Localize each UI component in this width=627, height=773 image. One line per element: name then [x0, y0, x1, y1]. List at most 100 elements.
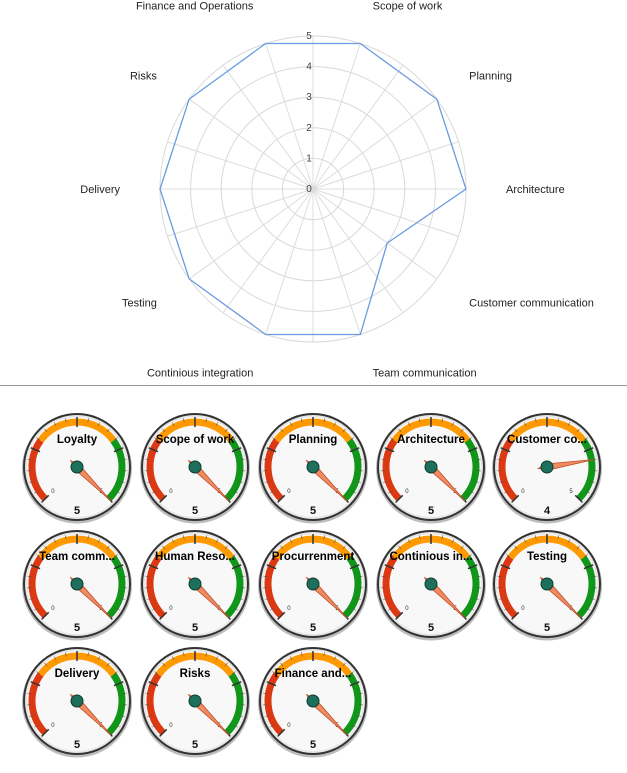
gauge-band — [460, 555, 480, 619]
gauge-minor-tick — [215, 656, 218, 661]
gauge-title: Human Reso... — [155, 551, 235, 563]
gauge-minor-tick — [240, 575, 245, 578]
gauge-minor-tick — [232, 437, 236, 441]
radar-tick-label: 1 — [306, 153, 312, 164]
gauge-minor-tick — [65, 535, 67, 540]
gauge-minor-tick — [172, 539, 175, 544]
gauge-minor-tick — [460, 428, 464, 433]
gauge-band — [342, 438, 362, 502]
gauge-minor-tick — [265, 597, 270, 600]
gauge-minor-tick — [183, 652, 185, 657]
gauge-minor-tick — [162, 545, 166, 550]
gauge-minor-tick — [65, 418, 67, 423]
gauge-major-tick — [148, 447, 159, 453]
gauge-minor-tick — [65, 652, 67, 657]
gauge-minor-tick — [154, 671, 158, 675]
gauge-minor-tick — [323, 418, 325, 423]
gauge-minor-tick — [44, 545, 48, 550]
radar-series-line — [159, 42, 467, 336]
gauge-minor-tick — [270, 724, 274, 728]
radar-grid-spoke — [312, 188, 361, 335]
gauge-band — [264, 438, 284, 502]
gauge-minor-tick — [290, 656, 293, 661]
gauge-minor-tick — [270, 490, 274, 494]
gauge-minor-tick — [352, 490, 356, 494]
gauge-minor-tick — [27, 458, 32, 461]
gauge-hub — [306, 460, 320, 474]
gauge-band — [460, 438, 480, 502]
gauge-minor-tick — [290, 539, 293, 544]
gauge-minor-tick — [240, 458, 245, 461]
gauge-major-tick — [148, 564, 159, 570]
gauge-major-tick — [395, 494, 404, 503]
gauge-minor-tick — [398, 545, 402, 550]
gauge-minor-tick — [162, 428, 166, 433]
gauge-major-tick — [30, 564, 41, 570]
gauge-title: Team comm... — [39, 551, 115, 563]
gauge-minor-tick — [419, 418, 421, 423]
gauge-major-tick — [349, 681, 360, 687]
gauge-minor-tick — [234, 724, 238, 728]
gauge-minor-tick — [584, 554, 588, 558]
gauge-major-tick — [159, 494, 168, 503]
radar-grid-spoke — [188, 188, 314, 280]
radar-grid-spoke — [312, 188, 459, 237]
gauge-minor-tick — [27, 575, 32, 578]
radar-axis-label: Planning — [469, 71, 512, 83]
gauge-minor-tick — [356, 480, 361, 483]
gauge-major-tick — [511, 494, 520, 503]
gauge-minor-tick — [352, 724, 356, 728]
gauge-minor-tick — [116, 607, 120, 611]
gauge-minor-tick — [381, 575, 386, 578]
gauge-hub — [424, 460, 438, 474]
gauge-minor-tick — [468, 554, 472, 558]
gauge-minor-tick — [147, 480, 152, 483]
gauge-minor-tick — [116, 490, 120, 494]
gauge-minor-tick — [114, 554, 118, 558]
gauge-minor-tick — [499, 597, 504, 600]
radar-grid-spoke — [222, 188, 314, 314]
gauge-minor-tick — [470, 607, 474, 611]
gauge-minor-tick — [474, 597, 479, 600]
gauge-minor-tick — [584, 437, 588, 441]
gauge-major-tick — [384, 447, 395, 453]
gauge-band — [576, 555, 596, 619]
gauge-major-tick — [159, 728, 168, 737]
gauge: 05Loyalty5 — [22, 413, 132, 524]
gauge-minor-tick — [342, 545, 346, 550]
gauge-minor-tick — [451, 422, 454, 427]
gauge-minor-tick — [152, 490, 156, 494]
gauge-min-label: 0 — [405, 606, 409, 612]
gauge-minor-tick — [34, 490, 38, 494]
gauge-minor-tick — [350, 671, 354, 675]
radar-axis-label: Testing — [122, 297, 157, 309]
gauge-minor-tick — [476, 575, 481, 578]
gauge-major-tick — [113, 681, 124, 687]
gauge-minor-tick — [205, 418, 207, 423]
gauge-minor-tick — [383, 480, 388, 483]
gauge-hub — [188, 577, 202, 591]
gauge-minor-tick — [576, 545, 580, 550]
gauge-minor-tick — [97, 656, 100, 661]
gauge-minor-tick — [441, 535, 443, 540]
gauge-minor-tick — [147, 714, 152, 717]
gauge-minor-tick — [506, 554, 510, 558]
gauge-minor-tick — [342, 428, 346, 433]
gauge-major-tick — [467, 564, 478, 570]
radar-tick-label: 5 — [306, 31, 312, 42]
radar-grid-spoke — [312, 188, 404, 314]
gauge-minor-tick — [342, 662, 346, 667]
gauge-minor-tick — [398, 428, 402, 433]
gauge-minor-tick — [333, 422, 336, 427]
gauge-band — [106, 555, 126, 619]
gauge-minor-tick — [54, 656, 57, 661]
gauge-minor-tick — [224, 662, 228, 667]
radar-tick-label: 3 — [306, 92, 312, 103]
gauge-value: 5 — [192, 505, 198, 517]
gauge-hub — [188, 694, 202, 708]
gauge-minor-tick — [114, 437, 118, 441]
gauge-band — [28, 555, 48, 619]
gauge-minor-tick — [238, 480, 243, 483]
gauge-minor-tick — [576, 428, 580, 433]
